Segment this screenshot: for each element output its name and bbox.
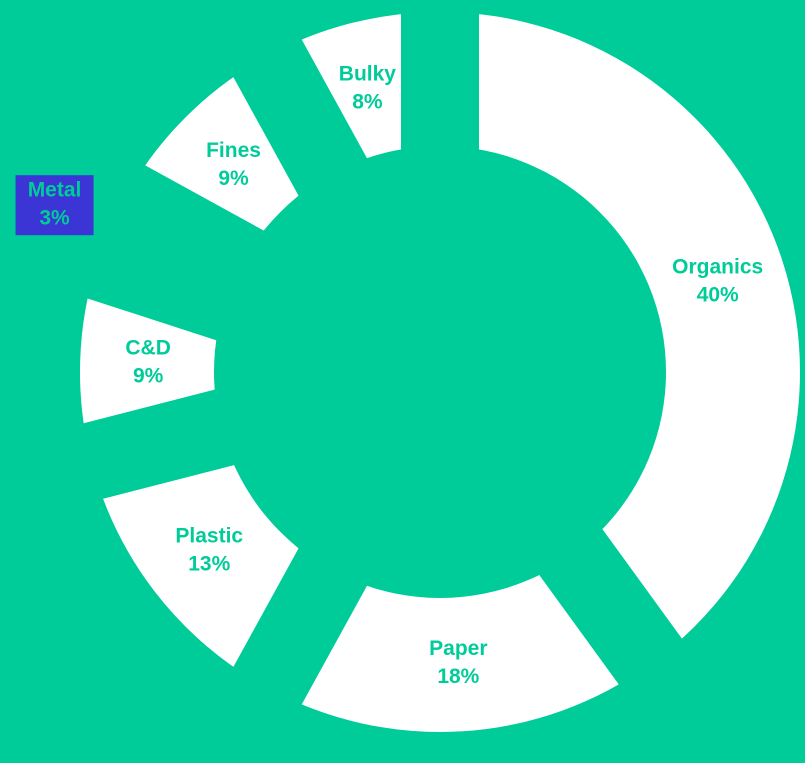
label-highlight: [15, 175, 94, 236]
slice-value-label: 13%: [188, 553, 230, 576]
slice-label: C&D: [125, 336, 171, 359]
slice-label: Organics: [672, 255, 763, 278]
slice-value-label: 40%: [697, 283, 739, 306]
slice-label: Fines: [206, 139, 261, 162]
slice-label: Plastic: [175, 525, 243, 548]
slice-value-label: 9%: [133, 364, 164, 387]
slice-value-label: 9%: [218, 167, 249, 190]
slice-value-label: 18%: [437, 665, 479, 688]
slice-value-label: 3%: [39, 207, 70, 230]
slice-label: Metal: [28, 179, 82, 202]
slice-value-label: 8%: [352, 91, 383, 114]
slice-label: Bulky: [339, 63, 397, 86]
donut-hole: [214, 146, 666, 598]
slice-label: Paper: [429, 637, 487, 660]
